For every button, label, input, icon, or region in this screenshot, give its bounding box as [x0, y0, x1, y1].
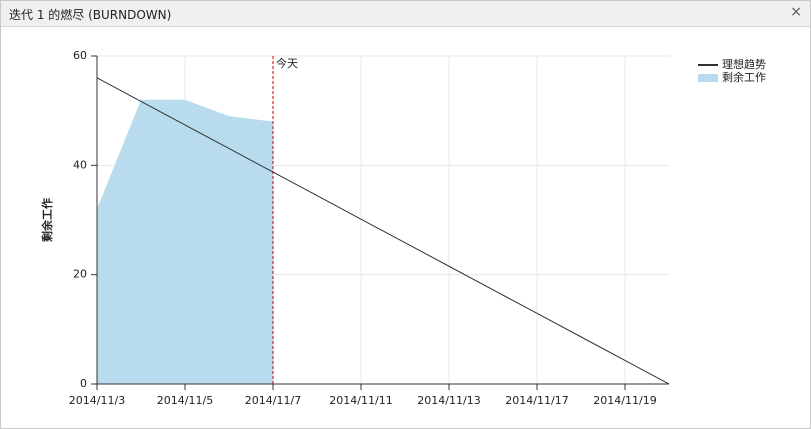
x-tick-label: 2014/11/17: [505, 394, 568, 407]
close-button[interactable]: ×: [790, 4, 802, 20]
ideal-line: [96, 77, 670, 385]
x-tick-label: 2014/11/13: [417, 394, 480, 407]
remaining-area: [97, 99, 273, 384]
legend-swatch: [698, 74, 718, 82]
y-tick-label: 0: [80, 377, 87, 390]
chart: 0 20 40 60 2014/11/3 2014/11/5 2014/11/7 2014/1…: [40, 49, 766, 407]
x-tick-label: 2014/11/11: [329, 394, 392, 407]
legend-label: 理想趋势: [722, 57, 766, 71]
y-tick-label: 60: [73, 49, 87, 62]
x-tick-label: 2014/11/19: [593, 394, 656, 407]
y-axis-label: 剩余工作: [40, 198, 54, 242]
x-tick-label: 2014/11/3: [69, 394, 125, 407]
window-title: 迭代 1 的燃尽 (BURNDOWN): [9, 8, 172, 22]
y-tick-label: 40: [73, 158, 87, 171]
window-header: 迭代 1 的燃尽 (BURNDOWN) ×: [1, 1, 810, 27]
y-tick-label: 20: [73, 268, 87, 281]
x-tick-label: 2014/11/7: [245, 394, 301, 407]
today-label: 今天: [276, 56, 298, 70]
legend-label: 剩余工作: [722, 70, 766, 84]
x-tick-label: 2014/11/5: [157, 394, 213, 407]
